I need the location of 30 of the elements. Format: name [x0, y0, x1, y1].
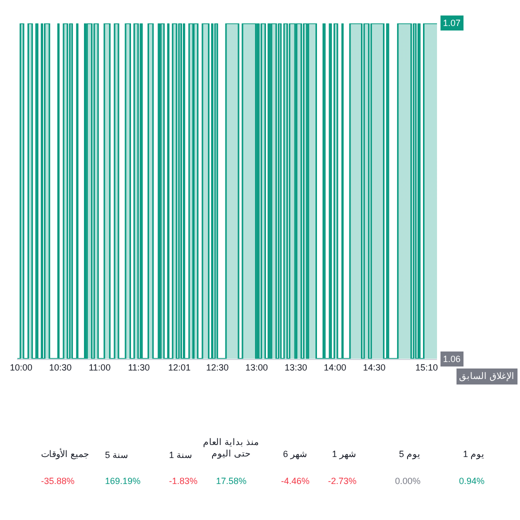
x-tick-label: 12:01 — [168, 362, 191, 373]
x-tick-label: 13:30 — [284, 362, 308, 373]
y-tick-label: 1.06 — [443, 354, 461, 364]
y-tick-label: 1.07 — [443, 18, 461, 28]
data-label: -35.88% — [41, 476, 75, 486]
category-label: جميع الأوقات — [41, 448, 90, 460]
x-tick-label: 13:00 — [245, 362, 268, 373]
data-label: -1.83% — [169, 476, 198, 486]
category-label: 1 شهر — [332, 449, 357, 460]
category-label: 5 يوم — [399, 449, 421, 460]
category-label: 5 سنة — [105, 450, 129, 460]
x-tick-label: 14:00 — [324, 362, 346, 373]
category-label: 6 شهر — [283, 449, 308, 460]
data-label: 0.94% — [459, 476, 485, 486]
data-label: 0.00% — [395, 476, 421, 486]
data-label: 169.19% — [105, 476, 141, 486]
text: الإغلاق السابق — [459, 371, 515, 382]
x-tick-label: 14:30 — [363, 362, 386, 373]
category-label: 1 يوم — [463, 449, 485, 460]
data-label: -4.46% — [281, 476, 310, 486]
x-tick-label: 10:00 — [10, 362, 32, 373]
x-tick-label: 11:30 — [128, 362, 150, 373]
data-label: 17.58% — [216, 476, 247, 486]
category-label: منذ بداية العام حتى اليوم — [203, 437, 260, 460]
category-label: 1 سنة — [169, 450, 193, 460]
x-tick-label: 11:00 — [88, 362, 111, 373]
x-tick-label: 12:30 — [206, 362, 229, 373]
x-tick-label: 15:10 — [415, 362, 438, 373]
x-tick-label: 10:30 — [49, 362, 72, 373]
data-label: -2.73% — [328, 476, 357, 486]
